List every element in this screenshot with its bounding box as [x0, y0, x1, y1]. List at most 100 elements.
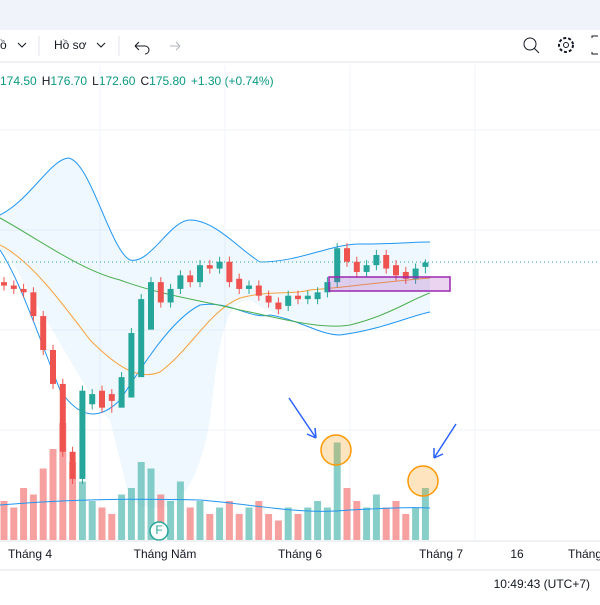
- volume-bar: [39, 468, 47, 540]
- candle-body: [255, 285, 262, 296]
- search-icon[interactable]: [533, 47, 540, 54]
- highlight-circle: [407, 465, 439, 497]
- volume-bar: [284, 507, 292, 540]
- toolbar-fragment[interactable]: ồ: [0, 38, 7, 52]
- ohlc-value: 176.70: [50, 74, 87, 88]
- x-tick-label: Tháng 6: [278, 547, 322, 561]
- bollinger-fill: [0, 158, 430, 509]
- bollinger-upper: [0, 157, 431, 263]
- candle-body: [157, 282, 164, 303]
- volume-bar: [245, 507, 253, 540]
- x-tick-label: Tháng: [568, 547, 600, 561]
- profile-button[interactable]: Hồ sơ: [54, 38, 87, 52]
- volume-bar: [255, 501, 263, 540]
- volume-bar: [10, 507, 18, 540]
- volume-bar: [235, 514, 243, 540]
- volume-bar: [206, 514, 214, 540]
- candle-body: [128, 333, 135, 398]
- ohlc-item: +1.30 (+0.74%): [191, 74, 274, 88]
- ma-short: [0, 244, 431, 376]
- candle-body: [334, 248, 341, 283]
- x-axis: Tháng 4 Tháng Năm Tháng 6 Tháng 7 16 Tháng: [8, 547, 600, 561]
- window-bar: [0, 0, 600, 30]
- volume-bar: [421, 488, 429, 540]
- grid: [0, 65, 600, 540]
- volume-bar: [343, 488, 351, 540]
- arrow: [433, 423, 457, 459]
- candle-body: [363, 265, 370, 272]
- candle-body: [79, 390, 86, 479]
- redo[interactable]: [170, 41, 181, 51]
- settings-icon[interactable]: [558, 37, 574, 53]
- candle-body: [393, 265, 399, 276]
- candle-body: [108, 394, 115, 401]
- volume-bar: [118, 494, 126, 540]
- highlight-circle: [320, 434, 352, 466]
- volume-bar: [294, 514, 302, 540]
- ma-long: [0, 217, 431, 327]
- candle-body: [50, 350, 56, 384]
- ohlc-item: 174.50: [0, 74, 37, 88]
- candle-body: [138, 299, 145, 378]
- candle-body: [402, 271, 409, 279]
- volume-bar: [59, 423, 67, 540]
- ohlc-item: C175.80: [140, 74, 186, 88]
- volume-ma: [0, 498, 431, 512]
- ohlc-item: L172.60: [92, 74, 136, 88]
- candle-body: [265, 295, 272, 303]
- volume-bar: [157, 494, 165, 540]
- candle-body: [177, 275, 184, 289]
- candle-body: [373, 255, 380, 266]
- event-marker[interactable]: F: [155, 523, 162, 537]
- volume-bar: [363, 507, 371, 540]
- volume-bar: [49, 449, 57, 540]
- clock: 10:49:43 (UTC+7): [494, 577, 590, 591]
- volume-bar: [274, 520, 282, 540]
- candle-body: [206, 265, 213, 269]
- volume-bar: [392, 501, 400, 540]
- dropdown[interactable]: [17, 42, 27, 48]
- candle-body: [40, 316, 47, 350]
- event-marker[interactable]: [149, 521, 169, 541]
- candle-body: [187, 275, 194, 283]
- search-icon[interactable]: [523, 37, 537, 51]
- volume-bar: [127, 488, 135, 540]
- fullscreen-icon[interactable]: [591, 35, 598, 55]
- ohlc-value: 174.50: [0, 74, 37, 88]
- candle-body: [314, 292, 321, 300]
- candle-body: [197, 265, 203, 283]
- volume-bar: [333, 442, 341, 540]
- candle-body: [324, 282, 331, 293]
- candle-body: [1, 282, 7, 286]
- x-tick-label: Tháng 7: [419, 547, 463, 561]
- candle-body: [167, 288, 174, 303]
- candle-body: [412, 268, 419, 279]
- volume-bar: [137, 462, 145, 540]
- volume-bar: [0, 501, 8, 540]
- volume-bar: [304, 507, 312, 540]
- candle-body: [59, 383, 66, 452]
- ohlc-label: C: [140, 74, 149, 88]
- ohlc-label: H: [42, 74, 51, 88]
- volume-bar: [78, 481, 86, 540]
- arrow: [288, 397, 317, 439]
- candle-body: [353, 261, 360, 272]
- ohlc-value: +1.30 (+0.74%): [191, 74, 274, 88]
- volume-bar: [323, 507, 331, 540]
- ohlc-value: 175.80: [149, 74, 186, 88]
- candle-body: [304, 295, 311, 300]
- dropdown[interactable]: [96, 42, 106, 48]
- candle-body: [295, 295, 301, 300]
- x-tick-label: Tháng 4: [8, 547, 52, 561]
- settings-icon[interactable]: [563, 42, 569, 48]
- volume-bar: [402, 514, 410, 540]
- candle-body: [118, 377, 125, 408]
- candles: [1, 243, 429, 485]
- candle-body: [89, 394, 96, 405]
- candle-body: [285, 295, 292, 306]
- volume-bar: [314, 501, 322, 540]
- undo[interactable]: [134, 41, 150, 55]
- volume-bar: [265, 514, 273, 540]
- ohlc-value: 172.60: [99, 74, 136, 88]
